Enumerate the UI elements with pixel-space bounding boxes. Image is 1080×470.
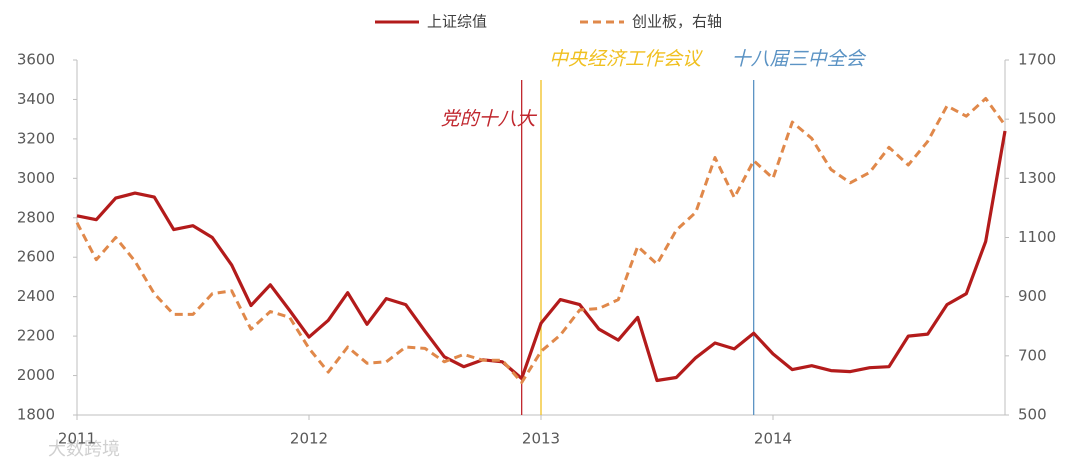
y-tick-label: 3000 bbox=[17, 169, 55, 187]
y-tick-label: 2000 bbox=[17, 366, 55, 384]
y-tick-label: 2400 bbox=[17, 287, 55, 305]
y2-tick-label: 1100 bbox=[1018, 228, 1056, 246]
annotation: 党的十八大 bbox=[441, 108, 538, 130]
x-tick-label: 2011 bbox=[58, 430, 96, 448]
watermark: 大数跨境 bbox=[48, 439, 120, 460]
y-tick-label: 2200 bbox=[17, 327, 55, 345]
y2-tick-label: 700 bbox=[1018, 346, 1047, 364]
series-line bbox=[75, 97, 1007, 384]
legend-label: 上证综值 bbox=[427, 13, 487, 31]
annotation: 中央经济工作会议 bbox=[549, 48, 703, 70]
x-tick-label: 2013 bbox=[522, 430, 560, 448]
y-tick-label: 3200 bbox=[17, 129, 55, 147]
annotation: 十八届三中全会 bbox=[732, 48, 867, 70]
series-line bbox=[76, 130, 1007, 383]
y-tick-label: 1800 bbox=[17, 406, 55, 424]
y-tick-label: 3600 bbox=[17, 51, 55, 69]
y2-tick-label: 900 bbox=[1018, 287, 1047, 305]
y2-tick-label: 500 bbox=[1018, 406, 1047, 424]
y-tick-label: 2600 bbox=[17, 248, 55, 266]
y2-tick-label: 1300 bbox=[1018, 169, 1056, 187]
x-tick-label: 2012 bbox=[290, 430, 328, 448]
y-tick-label: 2800 bbox=[17, 208, 55, 226]
y-tick-label: 3400 bbox=[17, 90, 55, 108]
x-tick-label: 2014 bbox=[754, 430, 792, 448]
y2-tick-label: 1700 bbox=[1018, 51, 1056, 69]
y2-tick-label: 1500 bbox=[1018, 110, 1056, 128]
legend-label: 创业板，右轴 bbox=[632, 13, 722, 31]
